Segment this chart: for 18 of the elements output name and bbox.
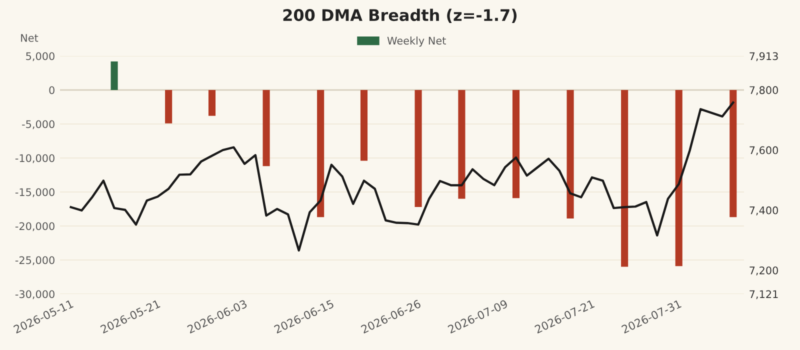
y-tick-label: 5,000 [26,52,54,62]
y-tick-label: -5,000 [22,120,54,130]
y-tick-label: -15,000 [15,188,54,198]
y-tick-label: -10,000 [15,154,54,164]
y-tick-label: 0 [49,86,54,94]
legend-label: Weekly Net [387,36,446,47]
y2-tick-label: 7,913 [750,52,778,62]
y-tick-label: -25,000 [15,256,54,266]
y2-tick-label: 7,200 [750,266,778,276]
chart-title: 200 DMA Breadth (z=-1.7) [283,8,517,23]
y2-tick-label: 7,121 [750,290,778,300]
y2-tick-label: 7,400 [750,206,778,216]
y-tick-label: -30,000 [15,290,54,300]
line-series [70,101,734,252]
y2-tick-label: 7,600 [750,146,778,156]
y2-tick-label: 7,800 [750,86,778,96]
y-axis-title: Net [21,34,38,42]
y-tick-label: -20,000 [15,222,54,232]
